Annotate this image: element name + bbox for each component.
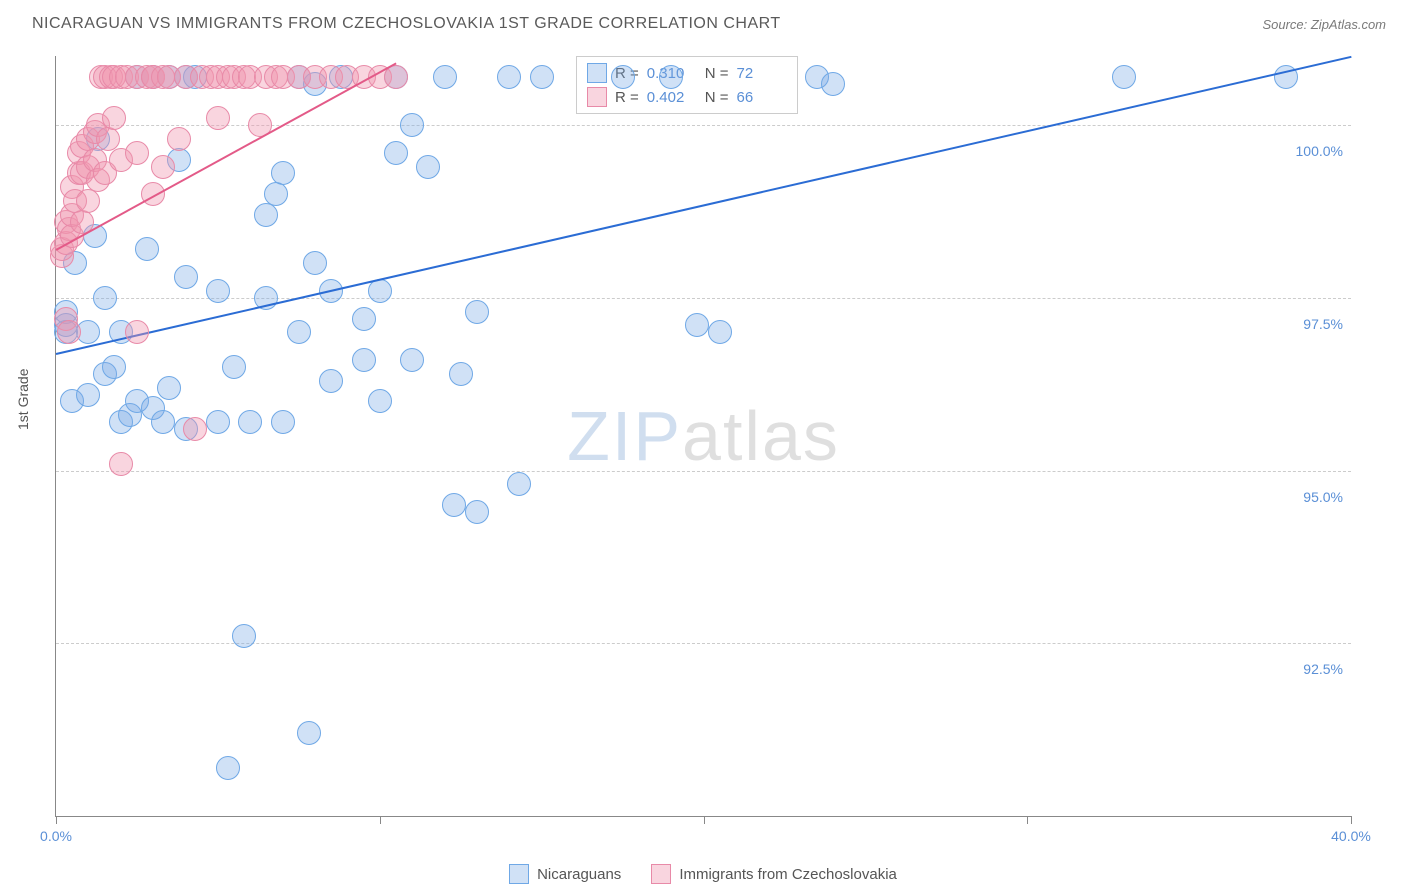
data-point [125, 320, 149, 344]
data-point [384, 141, 408, 165]
legend-label: Immigrants from Czechoslovakia [679, 866, 897, 883]
data-point [708, 320, 732, 344]
chart-title: NICARAGUAN VS IMMIGRANTS FROM CZECHOSLOV… [32, 15, 781, 33]
data-point [167, 127, 191, 151]
data-point [254, 203, 278, 227]
y-tick-label: 92.5% [1288, 661, 1343, 677]
data-point [497, 65, 521, 89]
data-point [183, 417, 207, 441]
stats-row: R = 0.402 N = 66 [587, 85, 787, 109]
data-point [352, 348, 376, 372]
data-point [206, 279, 230, 303]
series-swatch [587, 87, 607, 107]
data-point [102, 106, 126, 130]
legend-swatch [509, 864, 529, 884]
data-point [216, 756, 240, 780]
source-attribution: Source: ZipAtlas.com [1262, 17, 1386, 32]
data-point [271, 161, 295, 185]
x-tick [1027, 816, 1028, 824]
y-tick-label: 97.5% [1288, 316, 1343, 332]
series-legend: Nicaraguans Immigrants from Czechoslovaki… [0, 864, 1406, 884]
data-point [287, 320, 311, 344]
x-tick [704, 816, 705, 824]
x-tick [56, 816, 57, 824]
data-point [109, 452, 133, 476]
data-point [206, 410, 230, 434]
data-point [821, 72, 845, 96]
data-point [530, 65, 554, 89]
data-point [271, 410, 295, 434]
data-point [465, 300, 489, 324]
data-point [297, 721, 321, 745]
y-tick-label: 95.0% [1288, 489, 1343, 505]
x-tick-label: 40.0% [1331, 828, 1371, 844]
x-tick [1351, 816, 1352, 824]
correlation-legend: R =0.310N =72R =0.402N =66 [576, 56, 798, 114]
r-value: 0.402 [647, 89, 697, 106]
n-value: 66 [737, 89, 787, 106]
data-point [232, 624, 256, 648]
scatter-plot: ZIPatlas R =0.310N =72R =0.402N =66 92.5… [55, 56, 1351, 817]
data-point [1112, 65, 1136, 89]
gridline [56, 298, 1351, 299]
data-point [238, 410, 262, 434]
data-point [659, 65, 683, 89]
watermark: ZIPatlas [567, 396, 840, 476]
x-tick-label: 0.0% [40, 828, 72, 844]
legend-item: Immigrants from Czechoslovakia [651, 864, 897, 884]
data-point [222, 355, 246, 379]
r-label: R = [615, 89, 639, 106]
x-tick [380, 816, 381, 824]
data-point [102, 355, 126, 379]
data-point [611, 65, 635, 89]
data-point [135, 237, 159, 261]
data-point [76, 189, 100, 213]
data-point [433, 65, 457, 89]
data-point [416, 155, 440, 179]
series-swatch [587, 63, 607, 83]
data-point [206, 106, 230, 130]
data-point [174, 265, 198, 289]
data-point [449, 362, 473, 386]
y-axis-label: 1st Grade [15, 369, 31, 430]
data-point [507, 472, 531, 496]
data-point [400, 348, 424, 372]
data-point [303, 251, 327, 275]
data-point [319, 369, 343, 393]
data-point [352, 307, 376, 331]
data-point [264, 182, 288, 206]
data-point [442, 493, 466, 517]
data-point [368, 389, 392, 413]
n-value: 72 [737, 65, 787, 82]
data-point [93, 286, 117, 310]
gridline [56, 471, 1351, 472]
data-point [125, 141, 149, 165]
legend-label: Nicaraguans [537, 866, 621, 883]
data-point [151, 155, 175, 179]
data-point [465, 500, 489, 524]
n-label: N = [705, 89, 729, 106]
data-point [400, 113, 424, 137]
legend-item: Nicaraguans [509, 864, 621, 884]
data-point [157, 376, 181, 400]
data-point [76, 383, 100, 407]
data-point [151, 410, 175, 434]
data-point [57, 320, 81, 344]
y-tick-label: 100.0% [1288, 143, 1343, 159]
header: NICARAGUAN VS IMMIGRANTS FROM CZECHOSLOV… [0, 0, 1406, 48]
n-label: N = [705, 65, 729, 82]
data-point [685, 313, 709, 337]
legend-swatch [651, 864, 671, 884]
